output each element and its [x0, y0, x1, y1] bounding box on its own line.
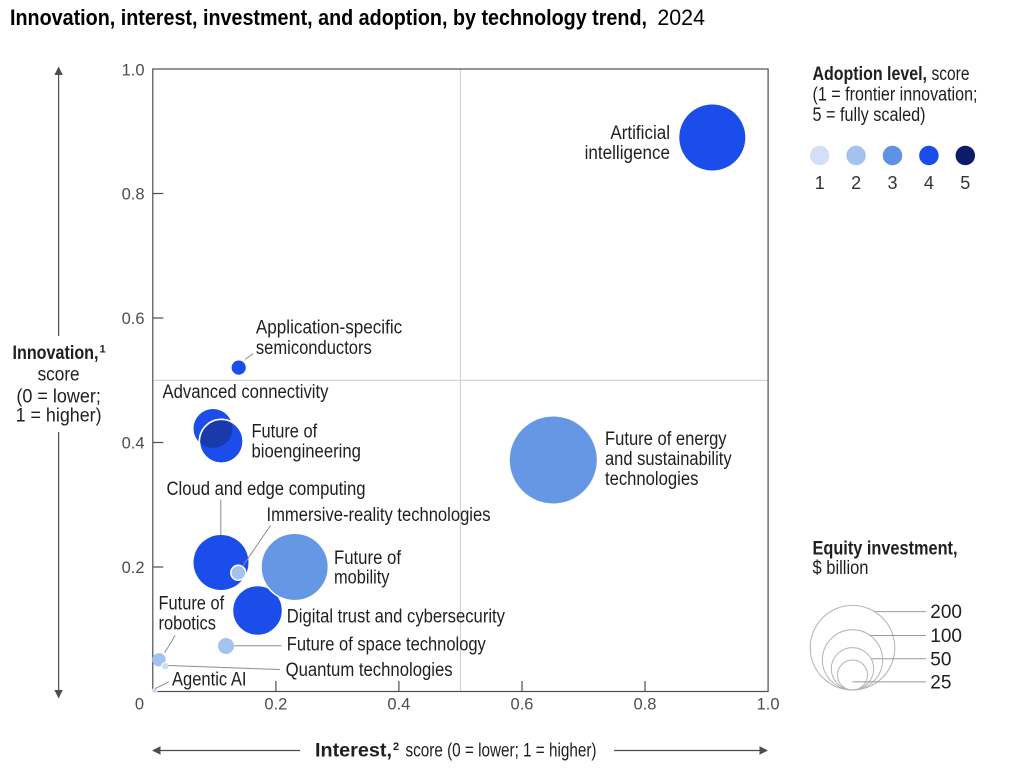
svg-text:0.4: 0.4	[387, 696, 410, 714]
svg-text:Innovation,: Innovation,	[13, 343, 99, 364]
svg-text:Future of energy: Future of energy	[605, 429, 727, 450]
svg-text:2024: 2024	[657, 5, 705, 30]
svg-text:Innovation, interest, investme: Innovation, interest, investment, and ad…	[10, 5, 647, 30]
svg-text:robotics: robotics	[159, 613, 216, 634]
svg-text:and sustainability: and sustainability	[605, 449, 732, 470]
svg-text:3: 3	[887, 173, 897, 193]
svg-text:1: 1	[100, 344, 106, 356]
svg-text:0: 0	[135, 696, 144, 714]
svg-text:technologies: technologies	[605, 469, 698, 490]
svg-text:Equity investment,: Equity investment,	[813, 539, 958, 560]
svg-text:Adoption level,: Adoption level,	[813, 64, 928, 85]
svg-text:100: 100	[930, 626, 962, 647]
svg-text:score: score	[932, 64, 970, 85]
svg-text:0.8: 0.8	[122, 185, 145, 203]
svg-text:bioengineering: bioengineering	[252, 442, 361, 463]
svg-text:$ billion: $ billion	[813, 558, 869, 579]
svg-text:intelligence: intelligence	[585, 143, 670, 164]
svg-text:Advanced connectivity: Advanced connectivity	[163, 382, 329, 403]
svg-text:(0 = lower;: (0 = lower;	[16, 387, 101, 408]
svg-text:1: 1	[815, 173, 825, 193]
svg-text:0.4: 0.4	[122, 434, 145, 452]
svg-text:Future of: Future of	[252, 422, 318, 443]
svg-text:(1 = frontier innovation;: (1 = frontier innovation;	[813, 85, 978, 106]
svg-text:5 = fully scaled): 5 = fully scaled)	[813, 105, 926, 126]
svg-text:2: 2	[851, 173, 861, 193]
svg-text:Digital trust and cybersecurit: Digital trust and cybersecurity	[287, 607, 506, 628]
svg-text:2: 2	[393, 741, 399, 753]
svg-text:Agentic AI: Agentic AI	[172, 670, 247, 691]
svg-text:0.2: 0.2	[122, 559, 145, 577]
svg-text:mobility: mobility	[334, 568, 390, 589]
svg-text:0.2: 0.2	[264, 696, 287, 714]
svg-text:50: 50	[930, 649, 951, 670]
svg-text:0.6: 0.6	[122, 310, 145, 328]
svg-text:score (0 = lower; 1 = higher): score (0 = lower; 1 = higher)	[406, 741, 597, 762]
svg-text:Future of space technology: Future of space technology	[287, 635, 486, 656]
svg-text:1 = higher): 1 = higher)	[16, 406, 102, 427]
svg-text:Future of: Future of	[334, 548, 402, 569]
svg-text:Interest,: Interest,	[315, 741, 392, 762]
svg-text:Cloud and edge computing: Cloud and edge computing	[167, 479, 366, 500]
svg-text:Immersive-reality technologies: Immersive-reality technologies	[267, 505, 491, 526]
svg-text:Quantum technologies: Quantum technologies	[286, 660, 453, 681]
svg-text:200: 200	[930, 602, 962, 623]
svg-text:1.0: 1.0	[757, 696, 780, 714]
svg-text:semiconductors: semiconductors	[256, 338, 372, 359]
svg-text:Application-specific: Application-specific	[256, 318, 402, 339]
svg-text:1.0: 1.0	[122, 62, 145, 80]
svg-text:score: score	[38, 365, 80, 386]
svg-text:25: 25	[930, 673, 951, 694]
svg-text:4: 4	[924, 173, 934, 193]
svg-text:Artificial: Artificial	[610, 123, 670, 144]
svg-text:5: 5	[960, 173, 970, 193]
svg-text:Future of: Future of	[159, 594, 225, 615]
svg-text:0.6: 0.6	[511, 696, 534, 714]
svg-text:0.8: 0.8	[634, 696, 657, 714]
